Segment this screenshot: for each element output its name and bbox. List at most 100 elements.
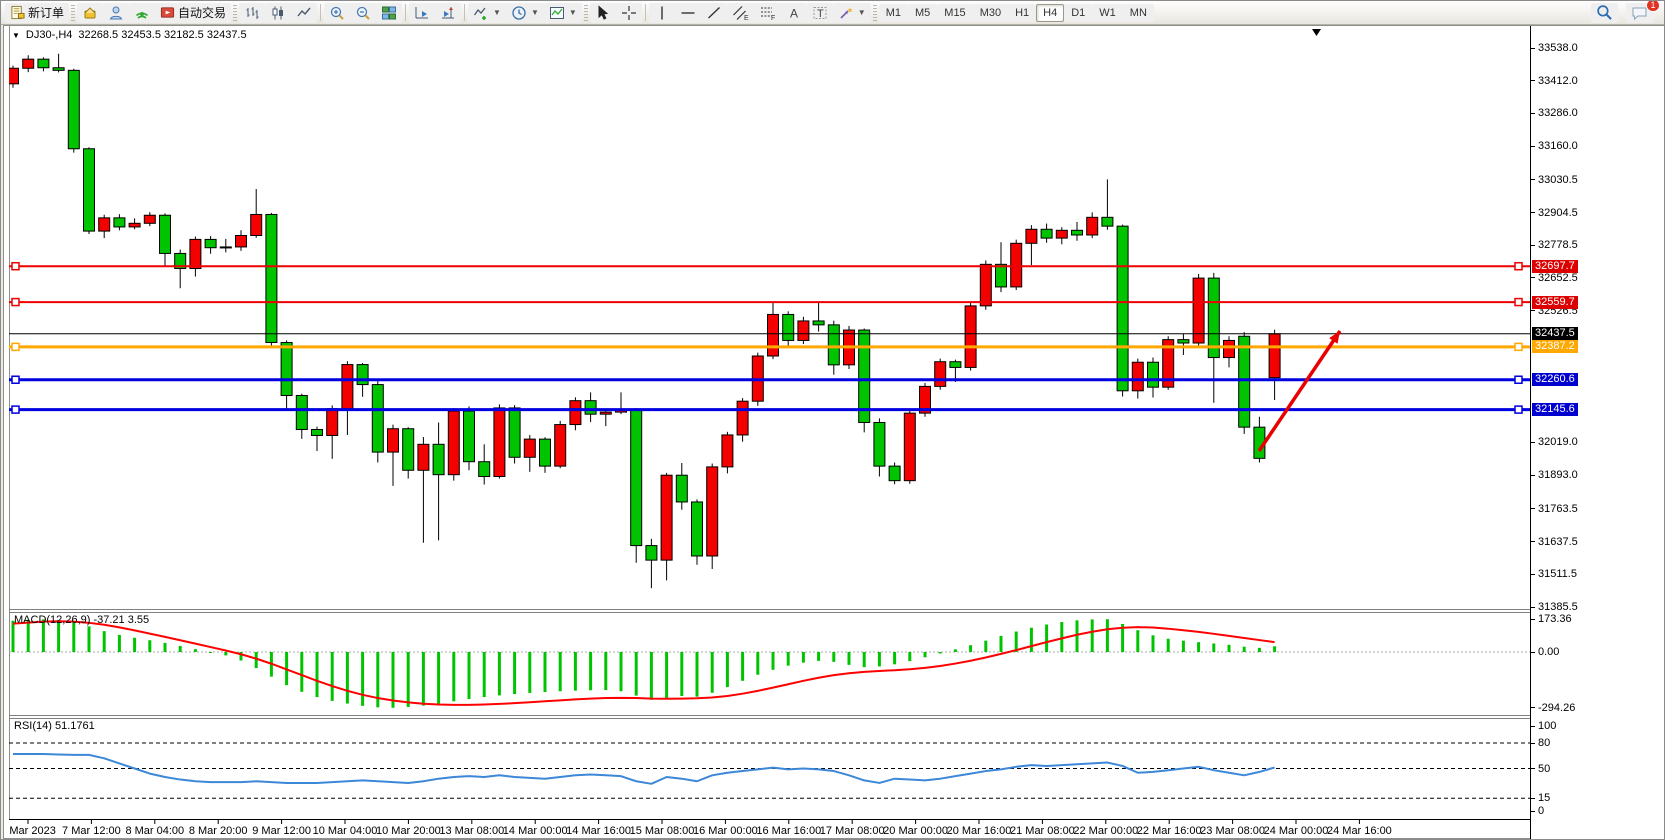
horizontal-lines[interactable] xyxy=(9,261,1530,414)
vertical-line-button[interactable] xyxy=(648,2,675,23)
notification-badge: 1 xyxy=(1645,1,1660,12)
time-label: 8 Mar 04:00 xyxy=(125,825,184,837)
trendline-icon xyxy=(707,6,720,19)
channel-button[interactable]: E xyxy=(726,2,754,23)
chart-menu-caret-icon[interactable]: ▼ xyxy=(12,30,20,40)
chart-title: ▼ DJ30-,H4 32268.5 32453.5 32182.5 32437… xyxy=(12,29,247,41)
timeframe-m5[interactable]: M5 xyxy=(908,3,938,22)
macd-indicator-label: MACD(12,26,9) -37.21 3.55 xyxy=(14,614,150,626)
price-tick-label: 32778.5 xyxy=(1538,239,1578,252)
time-label: 22 Mar 16:00 xyxy=(1137,825,1202,837)
cursor-icon xyxy=(598,4,609,20)
signal-button[interactable] xyxy=(129,2,156,23)
text-label-icon: T xyxy=(813,6,827,20)
rsi-axis-label: 0 xyxy=(1538,805,1545,817)
equidistant-channel-icon: E xyxy=(732,5,749,21)
scale-tick xyxy=(1531,310,1535,312)
price-tick-label: 33286.0 xyxy=(1538,107,1578,120)
dropdown-caret-icon: ▼ xyxy=(530,8,539,17)
price-tick-label: 33538.0 xyxy=(1538,42,1578,54)
trendline-button[interactable] xyxy=(700,2,727,23)
search-icon xyxy=(1597,5,1612,20)
person-icon xyxy=(109,6,123,19)
hline-anchor xyxy=(1514,261,1523,271)
price-scale[interactable]: 33538.0 33412.0 33286.0 33160.0 33030.5 32904… xyxy=(1530,26,1664,839)
time-label: 22 Mar 00:00 xyxy=(1073,825,1138,837)
timeframe-m30[interactable]: M30 xyxy=(972,3,1009,22)
market-watch-button[interactable] xyxy=(77,2,104,23)
tile-windows-button[interactable] xyxy=(376,2,403,23)
time-label: 8 Mar 20:00 xyxy=(189,825,248,837)
hline-anchor xyxy=(11,297,20,307)
timeframe-h4[interactable]: H4 xyxy=(1036,3,1065,22)
auto-scroll-button[interactable] xyxy=(409,2,436,23)
toolbar-drag-handle[interactable] xyxy=(872,4,877,21)
timeframe-m1[interactable]: M1 xyxy=(878,3,908,22)
scale-tick xyxy=(1531,179,1535,181)
scale-tick xyxy=(1531,797,1535,799)
horizontal-line-button[interactable] xyxy=(674,2,701,23)
text-button[interactable]: A xyxy=(780,2,807,23)
candlestick-icon xyxy=(272,6,284,19)
rsi-line xyxy=(13,753,1275,785)
scale-tick xyxy=(1531,768,1535,769)
dropdown-caret-icon: ▼ xyxy=(493,8,501,17)
chart-shift-icon xyxy=(442,6,455,18)
time-label: 6 Mar 2023 xyxy=(9,825,56,837)
chart-shift-button[interactable] xyxy=(435,2,462,23)
macd-axis-label: 0.00 xyxy=(1538,646,1560,658)
notifications-button[interactable]: 1 xyxy=(1626,1,1660,23)
search-button[interactable] xyxy=(1591,2,1618,23)
time-label: 14 Mar 16:00 xyxy=(566,825,631,837)
price-tag-32437.5: 32437.5 xyxy=(1532,327,1578,341)
template-button[interactable]: ▼ xyxy=(543,2,582,23)
zoom-out-button[interactable] xyxy=(350,2,377,23)
hline-anchor xyxy=(11,405,20,414)
autotrade-icon xyxy=(160,7,175,18)
toolbar-drag-handle[interactable] xyxy=(583,4,588,21)
arrows-button[interactable]: ▼ xyxy=(832,2,871,23)
chart-shift-marker[interactable] xyxy=(1312,29,1321,36)
scale-tick xyxy=(1531,618,1535,620)
timeframe-w1[interactable]: W1 xyxy=(1092,3,1123,22)
timeframe-d1[interactable]: D1 xyxy=(1064,3,1093,22)
scale-tick xyxy=(1531,541,1535,543)
toolbar-drag-handle[interactable] xyxy=(233,4,238,21)
bar-chart-button[interactable] xyxy=(239,2,266,23)
line-chart-button[interactable] xyxy=(291,2,318,23)
period-button[interactable]: ▼ xyxy=(505,2,544,23)
arrow-annotation[interactable] xyxy=(1257,330,1342,452)
scale-tick xyxy=(1531,742,1535,744)
price-tick-label: 32019.0 xyxy=(1538,436,1578,449)
time-label: 14 Mar 00:00 xyxy=(503,825,568,837)
arrow-head xyxy=(1329,331,1340,344)
zoom-in-button[interactable] xyxy=(324,2,351,23)
auto-scroll-icon xyxy=(415,6,429,18)
timeframe-group: M1 M5 M15 M30 H1 H4 D1 W1 MN xyxy=(878,3,1154,22)
autotrade-button[interactable]: 自动交易 xyxy=(155,2,232,23)
scale-tick xyxy=(1531,573,1535,575)
time-axis[interactable]: 6 Mar 2023 7 Mar 12:00 8 Mar 04:00 8 Mar 20… xyxy=(9,819,1392,837)
add-indicator-button[interactable]: ▼ xyxy=(468,2,506,23)
price-tag-32697.7: 32697.7 xyxy=(1532,259,1578,273)
svg-text:A: A xyxy=(790,6,798,20)
toolbar-drag-handle[interactable] xyxy=(71,4,76,21)
timeframe-m15[interactable]: M15 xyxy=(937,3,973,22)
text-label-button[interactable]: T xyxy=(806,2,833,23)
chart-canvas[interactable]: 6 Mar 2023 7 Mar 12:00 8 Mar 04:00 8 Mar 20… xyxy=(9,26,1530,840)
time-label: 16 Mar 00:00 xyxy=(693,825,758,837)
candlestick-chart-button[interactable] xyxy=(265,2,292,23)
hline-anchor xyxy=(11,261,20,271)
arrows-icon xyxy=(840,7,853,19)
fibonacci-button[interactable]: F xyxy=(753,2,781,23)
new-order-button[interactable]: 新订单 xyxy=(5,2,70,23)
hline-anchor xyxy=(11,375,20,384)
cursor-button[interactable] xyxy=(589,2,616,23)
scale-tick xyxy=(1531,651,1535,653)
crosshair-button[interactable] xyxy=(615,2,642,23)
timeframe-h1[interactable]: H1 xyxy=(1008,3,1037,22)
price-tick-label: 33412.0 xyxy=(1538,74,1578,87)
scale-tick xyxy=(1531,508,1535,510)
timeframe-mn[interactable]: MN xyxy=(1122,3,1154,22)
community-button[interactable] xyxy=(103,2,130,23)
